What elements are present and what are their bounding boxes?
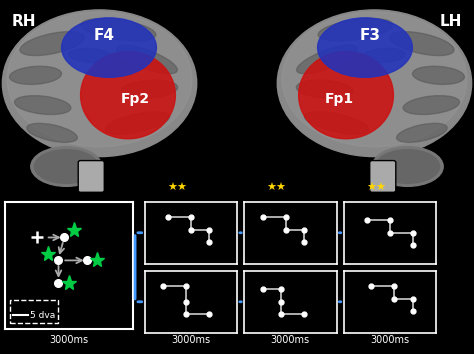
Ellipse shape xyxy=(318,18,412,77)
Ellipse shape xyxy=(412,66,465,84)
Text: LH: LH xyxy=(440,14,462,29)
Ellipse shape xyxy=(277,10,472,156)
Text: ★★: ★★ xyxy=(366,183,386,193)
FancyBboxPatch shape xyxy=(78,161,104,192)
Ellipse shape xyxy=(34,150,99,183)
Ellipse shape xyxy=(81,18,156,41)
Ellipse shape xyxy=(397,123,447,142)
Text: Fp1: Fp1 xyxy=(324,92,354,106)
Text: 3000ms: 3000ms xyxy=(49,335,88,345)
Ellipse shape xyxy=(296,80,353,98)
FancyBboxPatch shape xyxy=(370,161,396,192)
Ellipse shape xyxy=(390,32,454,56)
Ellipse shape xyxy=(105,112,170,134)
Ellipse shape xyxy=(81,52,175,139)
Text: ★★: ★★ xyxy=(167,183,187,193)
Text: ★★: ★★ xyxy=(266,183,286,193)
Ellipse shape xyxy=(117,45,177,74)
Text: 5 dva: 5 dva xyxy=(30,311,55,320)
Ellipse shape xyxy=(7,12,192,147)
Ellipse shape xyxy=(304,112,369,134)
Ellipse shape xyxy=(403,96,459,114)
Text: RH: RH xyxy=(12,14,36,29)
Text: 3000ms: 3000ms xyxy=(171,335,210,345)
Ellipse shape xyxy=(62,18,156,77)
Ellipse shape xyxy=(282,12,467,147)
Ellipse shape xyxy=(2,10,197,156)
Ellipse shape xyxy=(15,96,71,114)
Ellipse shape xyxy=(363,48,405,63)
Text: 3000ms: 3000ms xyxy=(271,335,310,345)
Ellipse shape xyxy=(318,18,393,41)
Bar xyxy=(10,300,58,323)
Ellipse shape xyxy=(31,147,102,186)
Ellipse shape xyxy=(69,48,111,63)
Ellipse shape xyxy=(375,150,439,183)
Text: Fp2: Fp2 xyxy=(120,92,150,106)
Ellipse shape xyxy=(297,45,357,74)
Text: F4: F4 xyxy=(94,28,115,43)
Ellipse shape xyxy=(372,147,443,186)
Text: F3: F3 xyxy=(359,28,380,43)
Ellipse shape xyxy=(9,66,62,84)
Text: 3000ms: 3000ms xyxy=(370,335,410,345)
Ellipse shape xyxy=(299,52,393,139)
Ellipse shape xyxy=(121,80,178,98)
Ellipse shape xyxy=(20,32,84,56)
Ellipse shape xyxy=(27,123,77,142)
